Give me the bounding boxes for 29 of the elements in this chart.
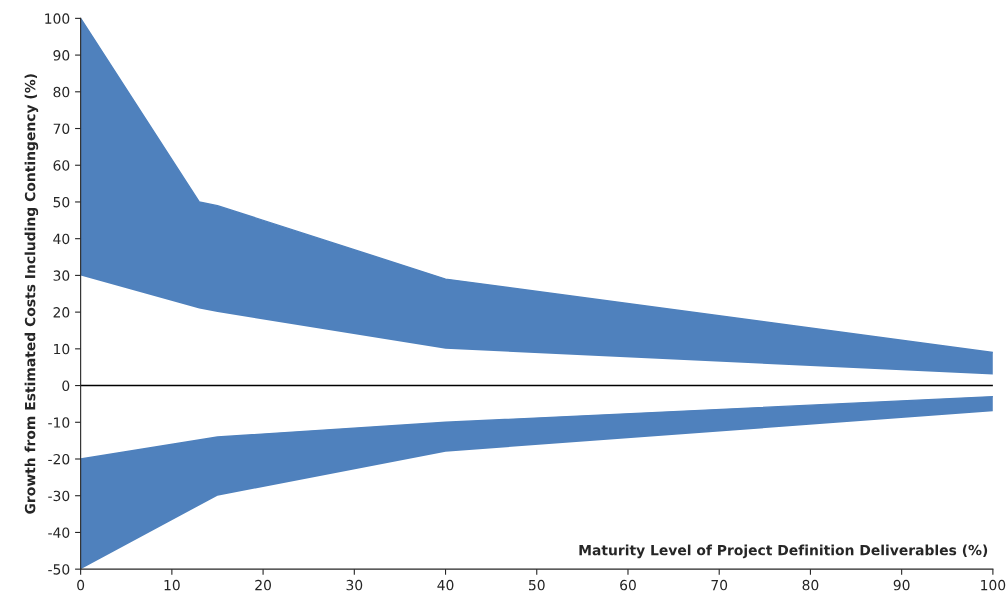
- y-tick-label: 100: [45, 13, 70, 24]
- y-tick-label: 10: [54, 343, 70, 355]
- x-axis-title: Maturity Level of Project Definition Deliverables (%): [579, 544, 988, 559]
- y-tick-label: 90: [53, 50, 70, 61]
- x-tick-label: 90: [893, 579, 910, 591]
- y-tick-label: -20: [48, 453, 70, 465]
- x-tick-label: 30: [346, 579, 363, 591]
- x-tick-label: 70: [711, 579, 728, 591]
- y-tick-label: -30: [48, 490, 70, 502]
- y-axis-title: Growth from Estimated Costs Including Contingency (%): [24, 74, 39, 514]
- y-tick-label: -10: [48, 417, 70, 428]
- y-tick-label: -40: [48, 527, 70, 538]
- y-tick-label: 80: [53, 86, 70, 98]
- y-tick-label: 20: [53, 307, 70, 318]
- x-tick-label: 10: [164, 579, 180, 591]
- y-tick-label: 60: [53, 160, 70, 171]
- y-tick-label: 30: [53, 270, 70, 281]
- y-tick-label: 40: [53, 233, 70, 245]
- x-tick-label: 60: [620, 579, 636, 591]
- y-tick-label: 70: [53, 123, 70, 134]
- y-tick-label: -50: [48, 564, 70, 575]
- x-tick-label: 20: [255, 579, 271, 591]
- x-tick-label: 40: [437, 579, 454, 591]
- y-tick-label: 0: [62, 380, 70, 392]
- y-tick-label: 50: [53, 196, 70, 208]
- x-tick-label: 50: [529, 579, 545, 591]
- x-tick-label: 80: [802, 579, 819, 591]
- x-tick-label: 0: [77, 579, 85, 591]
- x-tick-label: 100: [981, 579, 1006, 591]
